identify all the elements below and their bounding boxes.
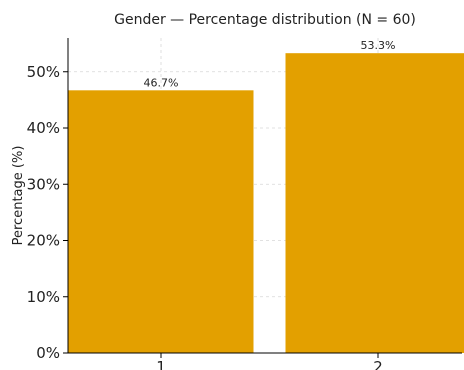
chart-title: Gender — Percentage distribution (N = 60… [114, 12, 416, 28]
y-tick-label: 10% [27, 288, 60, 306]
x-tick-label: 1 [156, 358, 166, 370]
y-tick-label: 20% [27, 232, 60, 250]
y-tick-label: 0% [36, 344, 60, 362]
y-tick-label: 30% [27, 175, 60, 193]
data-label: 46.7% [144, 76, 179, 89]
y-tick-label: 40% [27, 119, 60, 137]
data-label: 53.3% [361, 39, 396, 52]
y-tick-label: 50% [27, 63, 60, 81]
x-tick-label: 2 [373, 358, 383, 370]
bar-2 [285, 53, 464, 353]
bar-1 [68, 90, 254, 353]
axis-layer: 0% 10% 20% 30% 40% 50% 1 2 [27, 38, 462, 370]
y-axis-title: Percentage (%) [11, 146, 26, 246]
bar-layer: 46.7% 53.3% [68, 39, 464, 353]
